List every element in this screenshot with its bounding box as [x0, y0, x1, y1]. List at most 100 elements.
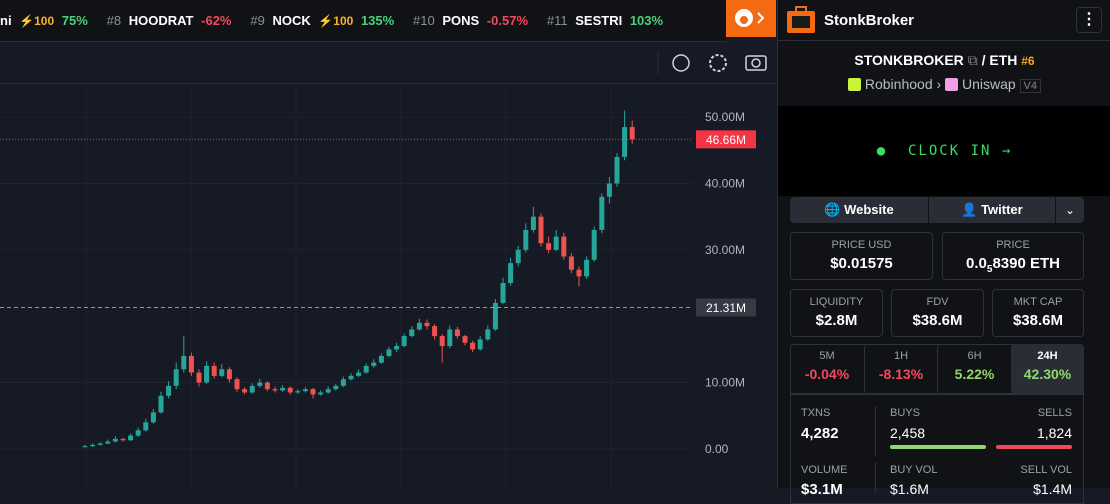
stat-value: $0.01575: [830, 255, 893, 272]
candle-body: [272, 389, 278, 391]
candle-body: [492, 302, 498, 330]
y-tick-label: 50.00M: [705, 110, 745, 124]
candle-body: [470, 342, 476, 350]
candle-body: [196, 372, 202, 383]
price-usd: PRICE USD $0.01575: [790, 232, 933, 280]
chain[interactable]: Robinhood: [864, 76, 933, 92]
link-label: Twitter: [981, 202, 1023, 217]
timeframe-active[interactable]: 24H 42.30%: [1011, 344, 1084, 394]
buy-vol-value: $1.6M: [890, 481, 929, 497]
dex[interactable]: Uniswap: [961, 76, 1016, 92]
candle-body: [584, 259, 590, 277]
tf-change: -0.04%: [804, 366, 850, 382]
logo: [787, 6, 815, 33]
tf-change: -8.13%: [878, 366, 924, 382]
ticker-item[interactable]: #9 NOCK ⚡100 135%: [250, 13, 398, 28]
sells-value: 1,824: [1036, 425, 1072, 441]
candle-body: [409, 329, 415, 337]
stat-label: MKT CAP: [1013, 296, 1063, 308]
tf-label: 24H: [1037, 350, 1058, 362]
candle-body: [477, 339, 483, 350]
ticker-rank: #8: [106, 13, 122, 28]
candle-body: [204, 365, 210, 383]
fire-icon: [735, 9, 765, 27]
candle-body: [128, 435, 134, 441]
token-panel: StonkBroker ⋮ STONKBROKER ⧉ / ETH #6 Rob…: [777, 0, 1110, 504]
ticker-item[interactable]: #10 PONS -0.57%: [413, 13, 532, 28]
ticker-change: 75%: [61, 13, 88, 28]
ticker-item[interactable]: #11 SESTRI 103%: [547, 13, 667, 28]
timeframe[interactable]: 6H 5.22%: [937, 344, 1011, 394]
candle-body: [249, 385, 255, 393]
candle-body: [530, 216, 536, 230]
sells-bar: [996, 445, 1072, 449]
ticker-bar: ni ⚡100 75% #8 HOODRAT -62% #9 NOCK ⚡100…: [0, 0, 726, 42]
candle-body: [150, 412, 156, 423]
ticker-name: ni: [0, 13, 12, 28]
candle-body: [462, 336, 468, 343]
stat-label: PRICE USD: [831, 239, 892, 251]
fdv: FDV $38.6M: [891, 289, 984, 337]
candle-body: [432, 326, 438, 337]
trending-button[interactable]: [726, 0, 776, 37]
candle-body: [234, 379, 240, 390]
twitter-button[interactable]: 👤 Twitter: [929, 197, 1055, 223]
candle-body: [568, 256, 574, 270]
zero-count: 5: [986, 264, 993, 275]
market-cap: MKT CAP $38.6M: [992, 289, 1084, 337]
tf-change: 42.30%: [1023, 366, 1072, 382]
price-label: 46.66M: [706, 133, 746, 147]
ticker-rank: #9: [250, 13, 265, 28]
stat-value: 0.0: [966, 255, 987, 272]
candle-body: [143, 422, 149, 431]
tf-label: 5M: [819, 350, 835, 362]
website-button[interactable]: 🌐 Website: [790, 197, 928, 223]
ticker-change: -62%: [201, 13, 232, 28]
candle-body: [90, 444, 96, 447]
toolbar: [0, 42, 776, 84]
candle-body: [302, 389, 308, 392]
settings-icon[interactable]: [709, 54, 727, 72]
candle-body: [181, 355, 187, 370]
ticker-change: 103%: [629, 13, 664, 28]
buys-bar: [890, 445, 986, 449]
candle-body: [105, 441, 111, 444]
candle-body: [82, 446, 88, 448]
ticker-item[interactable]: #8 HOODRAT -62%: [107, 13, 236, 28]
timeframe[interactable]: 5M -0.04%: [790, 344, 864, 394]
candle-body: [378, 355, 384, 363]
camera-icon[interactable]: [745, 55, 767, 71]
menu-button[interactable]: ⋮: [1076, 7, 1102, 33]
ticker-item[interactable]: ni ⚡100 75%: [0, 13, 92, 28]
more-links[interactable]: ⌄: [1056, 197, 1084, 223]
ticker-change: 135%: [360, 13, 395, 28]
candle-body: [226, 369, 232, 380]
stat-value: $38.6M: [912, 312, 963, 329]
stat-value: $2.8M: [815, 312, 858, 329]
stat-label: PRICE: [996, 239, 1030, 251]
candle-body: [576, 269, 582, 277]
dex-version: V4: [1019, 79, 1042, 93]
candle-body: [188, 355, 194, 373]
candle-body: [264, 382, 270, 390]
indicator-icon[interactable]: [672, 54, 690, 72]
candle-body: [356, 372, 362, 376]
candle-body: [318, 392, 324, 395]
ticker-boost: ⚡100: [318, 14, 354, 28]
sell-vol-label: SELL VOL: [1020, 464, 1072, 476]
tf-label: 1H: [893, 350, 909, 362]
candle-body: [561, 236, 567, 257]
price-label: 21.31M: [706, 301, 746, 315]
candle-body: [386, 349, 392, 356]
stat-value: 8390 ETH: [992, 255, 1060, 272]
ticker-rank: #10: [413, 13, 435, 28]
ticker-name: PONS: [442, 13, 480, 28]
stat-label: FDV: [926, 296, 949, 308]
candle-body: [97, 443, 103, 445]
clock-in-button[interactable]: ● CLOCK IN →: [778, 106, 1110, 196]
candle-body: [242, 389, 248, 393]
timeframe[interactable]: 1H -8.13%: [864, 344, 937, 394]
candle-body: [500, 283, 506, 303]
candle-body: [508, 263, 514, 284]
